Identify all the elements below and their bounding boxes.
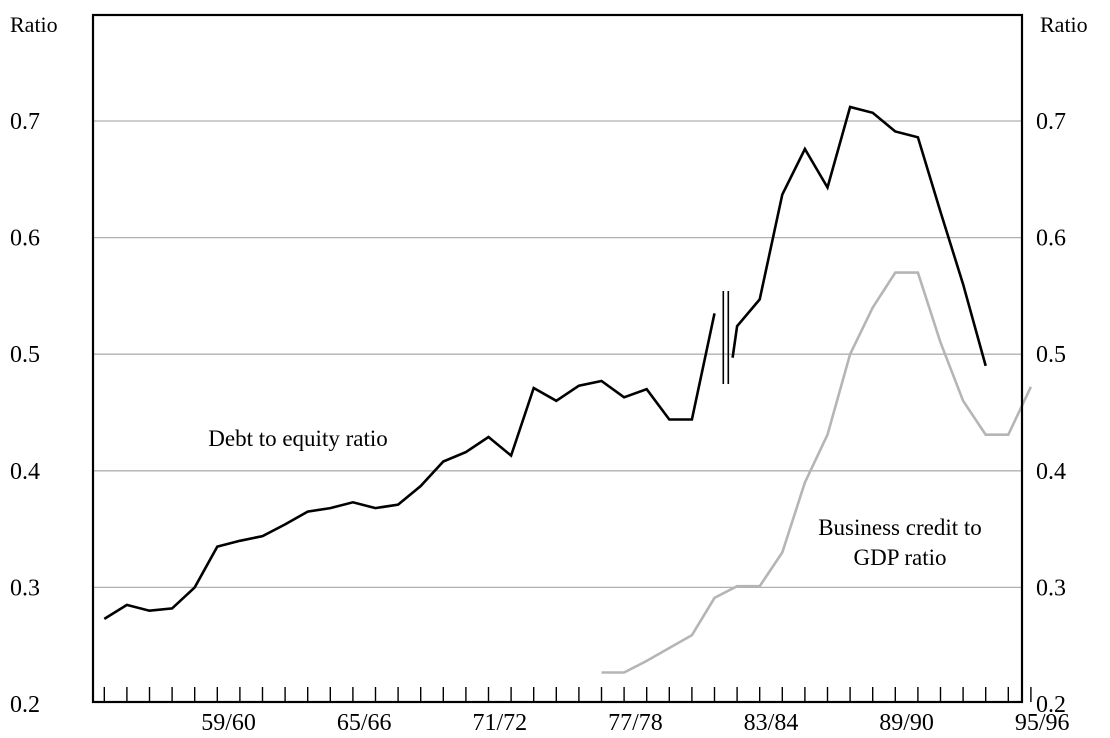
y-tick-label-right: 0.2	[1036, 692, 1066, 718]
y-tick-label-right: 0.6	[1036, 226, 1066, 252]
x-tick-label: 65/66	[337, 710, 392, 736]
annotation-debt-to-equity: Debt to equity ratio	[208, 426, 388, 451]
x-tick-label: 71/72	[472, 710, 527, 736]
plot-frame	[91, 13, 1024, 704]
x-tick-label: 89/90	[879, 710, 934, 736]
series-line-debt-to-equity	[103, 313, 716, 621]
y-tick-label-left: 0.7	[10, 109, 40, 135]
y-tick-label-left: 0.4	[10, 459, 40, 485]
x-axis-ticks	[103, 687, 1032, 702]
annotation-business-credit: Business credit to	[818, 515, 982, 540]
x-tick-label: 77/78	[608, 710, 663, 736]
series-break-marker	[722, 291, 730, 384]
y-tick-label-left: 0.5	[10, 342, 40, 368]
y-tick-label-right: 0.5	[1036, 342, 1066, 368]
annotations: Debt to equity ratio Business credit to GD…	[208, 426, 982, 570]
axis-labels: 0.2 0.2 0.3 0.3 0.4 0.4 0.5 0.5 0.6 0.6 0.7 0.7 59/6…	[10, 109, 1070, 736]
y-tick-label-left: 0.3	[10, 575, 40, 601]
plot-border	[91, 13, 1024, 704]
y-tick-label-left: 0.6	[10, 226, 40, 252]
x-tick-label: 95/96	[1015, 710, 1070, 736]
y-tick-label-right: 0.7	[1036, 109, 1066, 135]
left-axis-unit: Ratio	[10, 12, 58, 37]
y-tick-label-left: 0.2	[10, 692, 40, 718]
x-tick-label: 83/84	[744, 710, 799, 736]
y-tick-label-right: 0.4	[1036, 459, 1066, 485]
annotation-business-credit: GDP ratio	[853, 545, 946, 570]
right-axis-unit: Ratio	[1040, 12, 1088, 37]
series-line-business-credit-to-gdp	[601, 271, 1033, 674]
gridlines	[93, 120, 1022, 589]
y-tick-label-right: 0.3	[1036, 575, 1066, 601]
x-tick-label: 59/60	[201, 710, 256, 736]
series-line-debt-to-equity	[731, 105, 987, 367]
series-lines	[103, 105, 1033, 674]
